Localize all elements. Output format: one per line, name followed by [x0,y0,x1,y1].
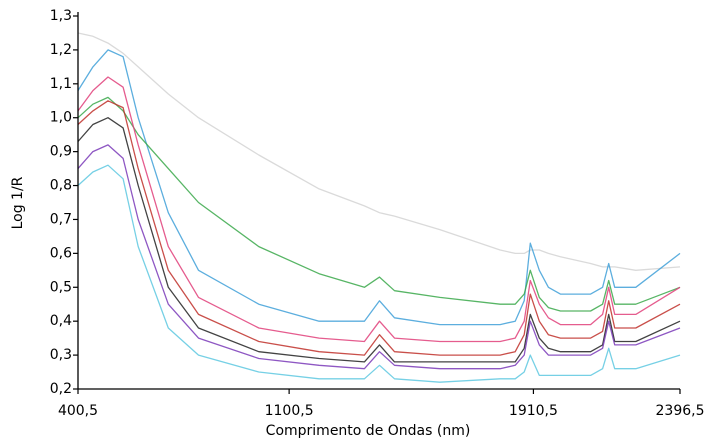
spectrum-line [77,96,681,312]
y-tick-label: 0,2 [50,381,72,397]
x-tick-label: 1100,5 [265,403,314,419]
y-tick-label: 0,6 [50,245,72,261]
y-tick-label: 0,5 [50,279,72,295]
x-tick-label: 400,5 [58,403,98,419]
y-tick-label: 0,4 [50,313,72,329]
spectrum-line [77,49,681,326]
spectrum-line [77,164,681,383]
y-tick-label: 1,3 [50,8,72,24]
x-tick-label: 2396,5 [656,403,705,419]
x-tick-label: 1910,5 [509,403,558,419]
spectrum-line [77,100,681,356]
spectrum-line [77,32,681,271]
y-tick-label: 1,0 [50,110,72,126]
spectrum-line [77,76,681,343]
y-tick-label: 0,3 [50,347,72,363]
x-axis-label: Comprimento de Ondas (nm) [266,423,471,439]
y-axis-label: Log 1/R [10,176,26,229]
y-tick-label: 0,8 [50,178,72,194]
y-tick-label: 0,7 [50,211,72,227]
y-tick-label: 0,9 [50,144,72,160]
y-tick-label: 1,1 [50,76,72,92]
spectrum-line [77,117,681,363]
spectrum-line [77,144,681,370]
y-tick-label: 1,2 [50,42,72,58]
